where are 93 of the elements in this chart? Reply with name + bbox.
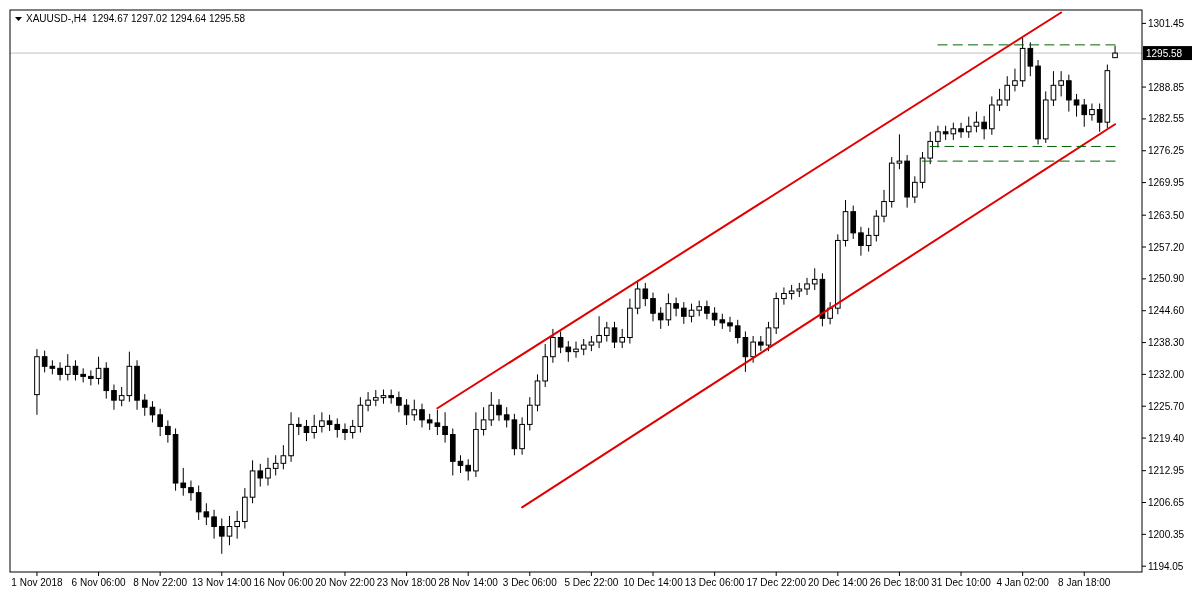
candlestick [465, 458, 471, 482]
candlestick [265, 457, 271, 487]
y-tick-label: 1206.65 [1148, 497, 1185, 509]
y-tick-label: 1250.90 [1148, 273, 1185, 285]
x-tick-label: 8 Nov 22:00 [133, 577, 188, 588]
candlestick [673, 297, 679, 317]
y-tick-label: 1257.20 [1148, 241, 1185, 253]
candlestick [727, 316, 733, 333]
x-tick-label: 5 Dec 22:00 [564, 577, 619, 588]
candlestick [1089, 103, 1095, 122]
candlestick [781, 286, 787, 306]
x-tick-label: 16 Nov 06:00 [253, 577, 314, 588]
candlestick [303, 419, 310, 442]
chart-title: XAUUSD-,H4 1294.67 1297.02 1294.64 1295.58 [26, 13, 246, 24]
candlestick [827, 301, 833, 325]
candlestick [750, 335, 756, 364]
y-tick-label: 1194.05 [1148, 560, 1184, 572]
x-tick-label: 26 Dec 18:00 [869, 577, 930, 588]
candlestick [1012, 68, 1018, 92]
candlestick [688, 303, 695, 323]
candlestick [226, 515, 233, 546]
candlestick [1112, 45, 1118, 59]
x-tick-label: 10 Dec 14:00 [623, 577, 684, 588]
candlestick [981, 115, 987, 140]
candlestick [550, 328, 556, 364]
candlestick [619, 328, 626, 349]
candlestick [319, 411, 325, 434]
candlestick [927, 131, 934, 165]
candlestick [311, 414, 317, 440]
y-tick-label: 1276.25 [1148, 145, 1185, 157]
y-tick-label: 1263.50 [1148, 209, 1185, 221]
candlestick [989, 95, 995, 136]
y-tick-label: 1212.95 [1148, 465, 1185, 477]
candlestick [935, 125, 941, 148]
y-tick-label: 1225.70 [1148, 400, 1185, 412]
x-tick-label: 3 Dec 06:00 [502, 577, 558, 588]
candlestick [419, 403, 425, 428]
candlestick [650, 292, 656, 322]
candlestick [611, 321, 618, 349]
y-tick-label: 1244.60 [1148, 305, 1185, 317]
candlestick [57, 361, 63, 381]
candlestick [704, 300, 710, 320]
x-tick-label: 20 Dec 14:00 [808, 577, 868, 588]
candlestick [496, 398, 502, 422]
x-tick-label: 17 Dec 22:00 [746, 577, 807, 588]
x-tick-label: 4 Jan 02:00 [996, 577, 1050, 588]
x-tick-label: 31 Dec 10:00 [931, 577, 992, 588]
candlestick [141, 393, 148, 417]
x-tick-label: 23 Nov 18:00 [376, 577, 437, 588]
candlestick [858, 226, 864, 257]
candlestick [526, 396, 533, 431]
candlestick [442, 411, 448, 444]
candlestick [165, 419, 171, 444]
candlestick [1004, 75, 1011, 107]
candlestick [1066, 74, 1072, 113]
candlestick [996, 88, 1003, 112]
candlestick [958, 122, 964, 139]
x-tick-label: 1 Nov 2018 [11, 577, 63, 588]
y-tick-label: 1301.45 [1148, 17, 1185, 29]
x-tick-label: 20 Nov 22:00 [315, 577, 376, 588]
y-tick-label: 1269.95 [1148, 177, 1185, 189]
candlestick [912, 175, 918, 204]
y-tick-label: 1232.00 [1148, 368, 1185, 380]
candlestick [1058, 70, 1064, 97]
candlestick [573, 341, 579, 359]
y-tick-label: 1288.85 [1148, 81, 1185, 93]
x-tick-label: 13 Dec 06:00 [684, 577, 745, 588]
x-tick-label: 6 Nov 06:00 [71, 577, 126, 588]
candlestick [881, 189, 887, 223]
x-tick-label: 28 Nov 14:00 [438, 577, 499, 588]
candlestick [211, 509, 217, 540]
candlestick [396, 391, 402, 413]
candlestick [681, 301, 687, 325]
y-tick-label: 1238.30 [1148, 337, 1185, 349]
ref-line-label: 1295.58 [1146, 47, 1183, 59]
candlestick [804, 277, 810, 296]
y-tick-label: 1200.35 [1148, 528, 1185, 540]
x-tick-label: 13 Nov 14:00 [192, 577, 252, 588]
candlestick [157, 408, 163, 437]
candlestick [88, 369, 94, 387]
candlestick [188, 480, 194, 502]
candlestick [365, 391, 371, 412]
candlestick [850, 205, 857, 240]
candlestick [765, 321, 772, 352]
y-tick-label: 1219.40 [1148, 432, 1185, 444]
candlestick [111, 384, 117, 411]
candlestick [342, 422, 348, 441]
y-tick-label: 1282.55 [1148, 113, 1185, 125]
x-tick-label: 8 Jan 18:00 [1058, 577, 1111, 588]
candlestick [596, 315, 602, 349]
candlestick [218, 517, 225, 555]
candlestick [234, 510, 240, 540]
candlestick [603, 321, 610, 343]
